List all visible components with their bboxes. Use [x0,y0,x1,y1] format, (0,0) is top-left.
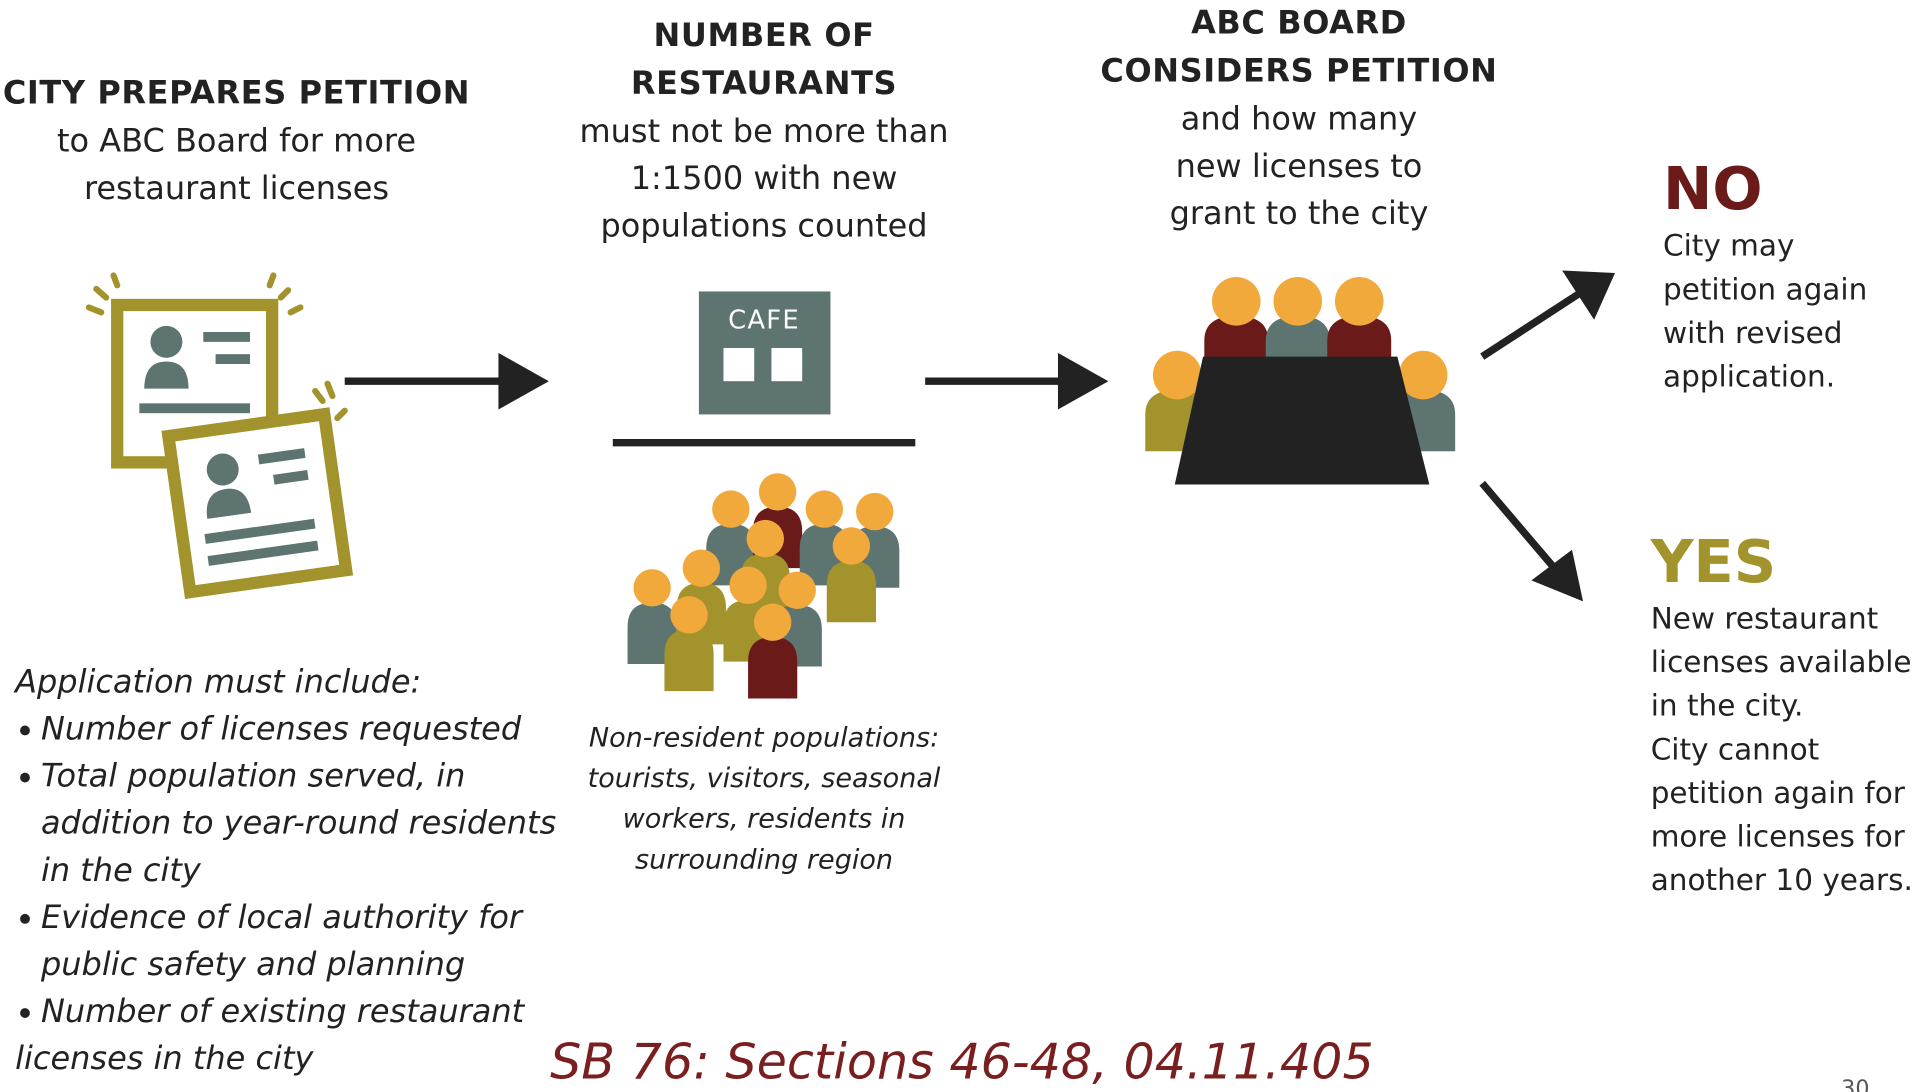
bullet [20,1008,30,1018]
text: Evidence of local authority for [41,898,524,936]
bullet [20,772,30,783]
bullet [20,725,30,736]
text: 1:1500 with new [631,159,898,197]
person-head [805,490,844,528]
card-line [139,403,251,414]
text: RESTAURANTS [631,64,897,102]
text: petition again for [1651,776,1906,810]
arrow [1479,480,1556,569]
text: Non-resident populations: [589,723,939,754]
text: City cannot [1651,732,1820,766]
card-avatar [144,361,189,389]
person-head [670,596,708,634]
text: in the city. [1651,689,1804,723]
text: petition again [1663,272,1867,306]
person-head [633,569,671,607]
sparkles [85,272,348,422]
text: with revised [1663,316,1843,350]
person-head [856,492,894,531]
card-line [215,354,251,364]
arrows [344,270,1616,602]
arrow-head [1531,549,1584,602]
cafe-window [771,348,803,382]
person-head [1211,276,1261,326]
person-head [712,490,750,528]
text: City may [1663,229,1794,263]
person-body [664,629,714,692]
person-body [748,637,798,699]
text: addition to year-round residents [41,804,556,842]
text: and how many [1181,100,1417,138]
text: Number of licenses requested [41,709,522,747]
person-head [1273,276,1323,326]
text: 30 [1841,1076,1869,1092]
person-head [778,571,816,609]
text: to ABC Board for more [57,122,416,160]
arrow [1480,289,1583,360]
person-head [753,603,792,641]
text: application. [1663,360,1835,394]
text: another 10 years. [1651,863,1913,897]
board-table [1174,356,1430,485]
text: NO [1663,154,1763,223]
person-head [758,473,797,511]
text: ABC BOARD [1191,4,1407,42]
application-cards-icon [85,272,354,599]
text: more licenses for [1651,820,1906,854]
person-head [682,549,721,587]
text: surrounding region [635,844,893,875]
text: tourists, visitors, seasonal [588,763,941,794]
card [161,407,354,599]
person-head [746,519,784,558]
text: CITY PREPARES PETITION [3,74,470,112]
text: SB 76: Sections 46-48, 04.11.405 [550,1032,1374,1090]
text: grant to the city [1170,194,1429,232]
arrow-head [1057,352,1109,410]
text: Number of existing restaurant [41,992,526,1030]
text: CAFE [728,305,800,335]
person-head [832,527,871,565]
text: public safety and planning [40,945,465,983]
text: new licenses to [1176,147,1423,185]
text: Total population served, in [41,757,465,795]
person-head [1398,350,1448,400]
cafe-window [723,348,755,382]
card-line [203,332,251,342]
person-head [1334,276,1384,326]
text: restaurant licenses [84,169,389,207]
text: NUMBER OF [654,16,875,54]
text: licenses in the city [15,1039,314,1077]
text: New restaurant [1651,601,1879,635]
text: must not be more than [580,112,949,150]
arrow-head [498,352,549,410]
text: populations counted [601,207,928,245]
card-avatar [150,325,183,358]
text: licenses available [1651,645,1912,679]
arrow-head [1562,270,1616,320]
text: Application must include: [13,663,421,701]
cafe-sign [698,291,831,415]
bullet [20,913,30,924]
text: in the city [41,851,202,889]
text: workers, residents in [623,804,906,835]
person-body [627,602,677,665]
text: YES [1650,527,1777,596]
person-head [1152,350,1202,400]
person-head [729,566,767,605]
person-body [826,560,876,623]
text: CONSIDERS PETITION [1100,52,1497,90]
